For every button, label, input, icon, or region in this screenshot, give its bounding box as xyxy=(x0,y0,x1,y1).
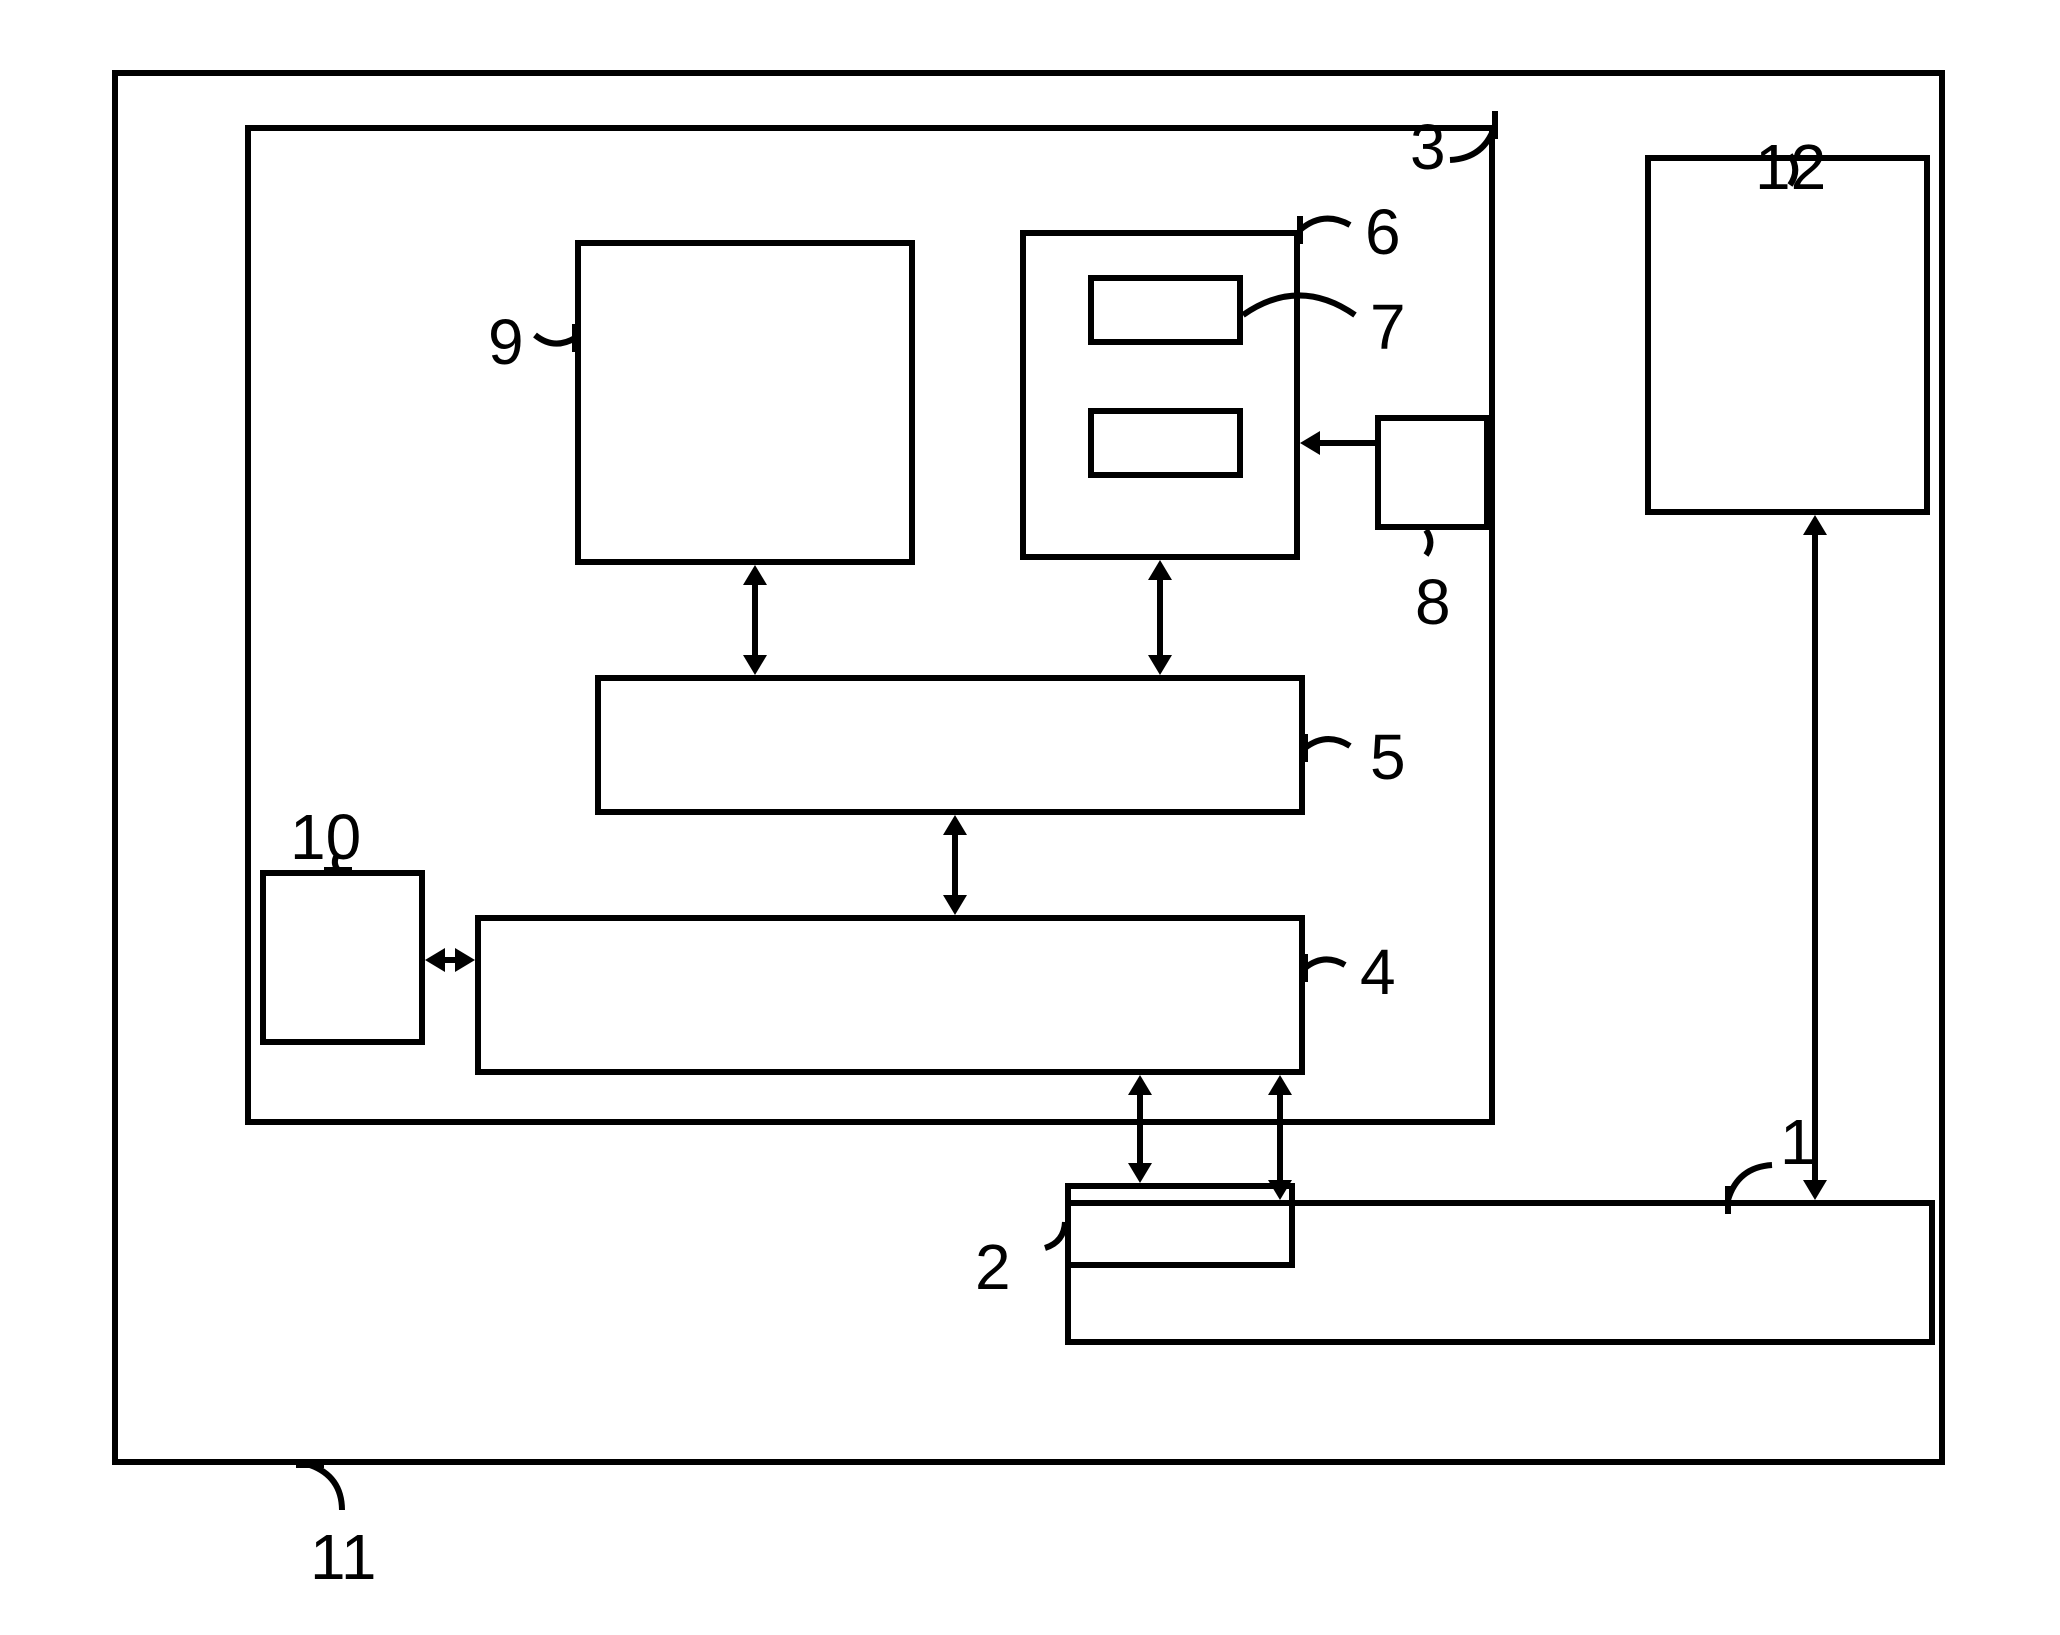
block-10 xyxy=(260,870,425,1045)
label-9: 9 xyxy=(488,305,524,379)
block-9 xyxy=(575,240,915,565)
block-12 xyxy=(1645,155,1930,515)
diagram-canvas: 113967854101212 xyxy=(0,0,2060,1635)
label-10: 10 xyxy=(290,800,361,874)
label-3: 3 xyxy=(1410,110,1446,184)
block-2 xyxy=(1065,1183,1295,1268)
label-2: 2 xyxy=(975,1230,1011,1304)
block-8 xyxy=(1375,415,1490,530)
label-11: 11 xyxy=(310,1520,376,1594)
label-1: 1 xyxy=(1780,1105,1816,1179)
block-7 xyxy=(1088,275,1243,345)
label-5: 5 xyxy=(1370,720,1406,794)
label-8: 8 xyxy=(1415,565,1451,639)
block-4 xyxy=(475,915,1305,1075)
label-6: 6 xyxy=(1365,195,1401,269)
label-4: 4 xyxy=(1360,935,1396,1009)
block-5 xyxy=(595,675,1305,815)
block-7b xyxy=(1088,408,1243,478)
label-12: 12 xyxy=(1755,130,1826,204)
label-7: 7 xyxy=(1370,290,1406,364)
